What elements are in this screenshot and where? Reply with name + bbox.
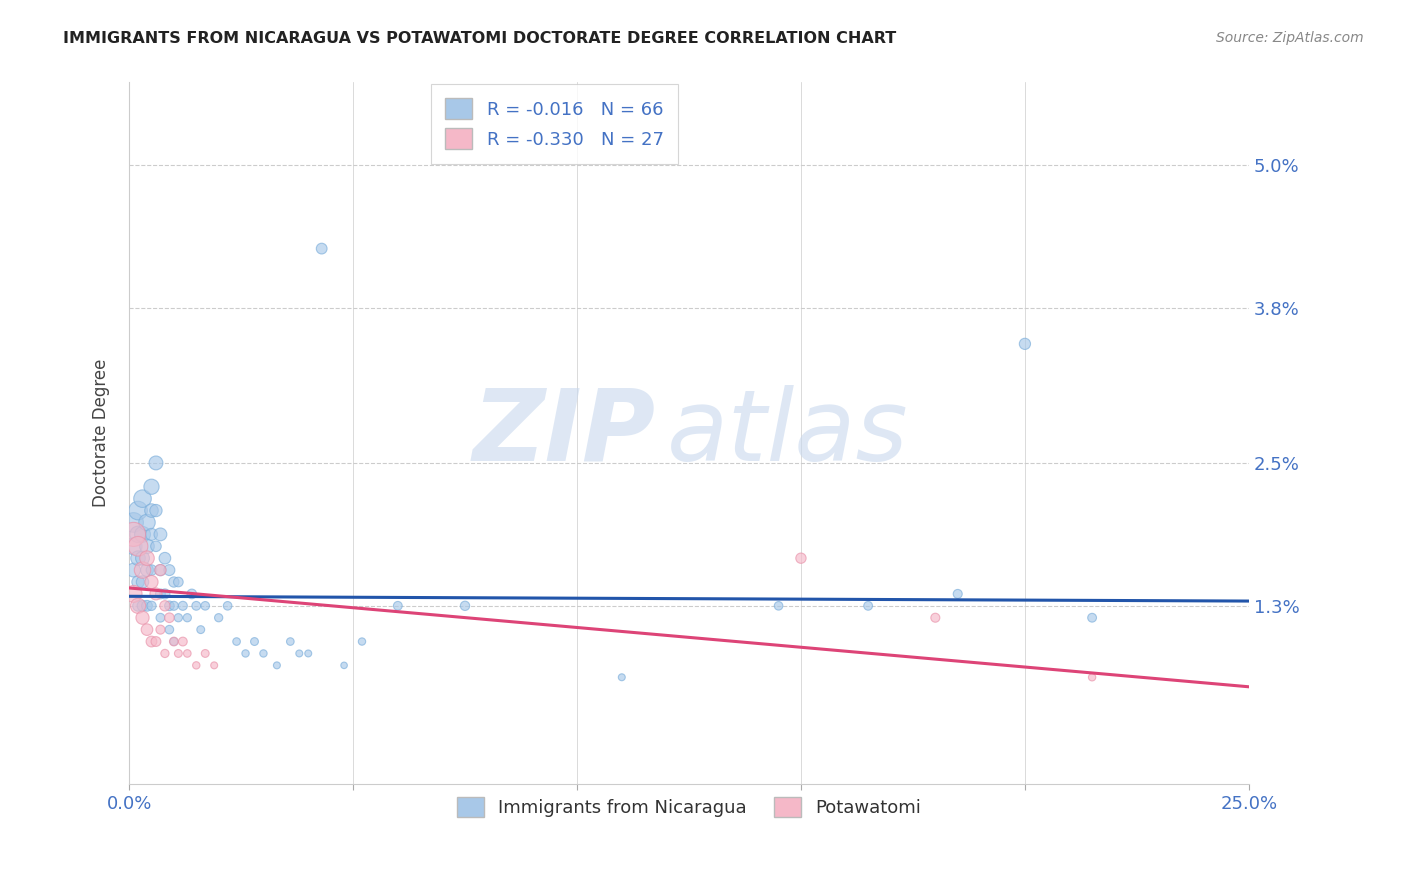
Point	[149, 563, 172, 577]
Point	[252, 647, 274, 661]
Point	[157, 599, 180, 613]
Point	[141, 527, 163, 541]
Point	[350, 634, 373, 648]
Point	[149, 527, 172, 541]
Point	[131, 491, 153, 506]
Point	[131, 611, 153, 625]
Point	[127, 599, 149, 613]
Point	[141, 563, 163, 577]
Point	[145, 503, 167, 517]
Point	[190, 623, 212, 637]
Point	[172, 599, 194, 613]
Point	[194, 647, 217, 661]
Point	[149, 563, 172, 577]
Point	[1081, 670, 1104, 684]
Point	[145, 539, 167, 553]
Point	[163, 634, 186, 648]
Point	[163, 574, 186, 589]
Point	[202, 658, 225, 673]
Point	[131, 527, 153, 541]
Point	[297, 647, 319, 661]
Point	[235, 647, 257, 661]
Point	[266, 658, 288, 673]
Point	[131, 563, 153, 577]
Point	[122, 563, 145, 577]
Point	[454, 599, 477, 613]
Point	[131, 551, 153, 566]
Point	[136, 599, 159, 613]
Point	[1081, 611, 1104, 625]
Point	[176, 647, 198, 661]
Point	[149, 611, 172, 625]
Point	[149, 623, 172, 637]
Point	[145, 456, 167, 470]
Point	[131, 574, 153, 589]
Point	[172, 634, 194, 648]
Point	[122, 587, 145, 601]
Legend: Immigrants from Nicaragua, Potawatomi: Immigrants from Nicaragua, Potawatomi	[450, 789, 928, 824]
Point	[122, 527, 145, 541]
Point	[225, 634, 247, 648]
Point	[127, 574, 149, 589]
Point	[278, 634, 301, 648]
Point	[136, 551, 159, 566]
Point	[194, 599, 217, 613]
Point	[157, 623, 180, 637]
Point	[217, 599, 239, 613]
Point	[924, 611, 946, 625]
Point	[141, 574, 163, 589]
Text: IMMIGRANTS FROM NICARAGUA VS POTAWATOMI DOCTORATE DEGREE CORRELATION CHART: IMMIGRANTS FROM NICARAGUA VS POTAWATOMI …	[63, 31, 897, 46]
Point	[610, 670, 633, 684]
Point	[157, 563, 180, 577]
Point	[145, 634, 167, 648]
Point	[186, 658, 208, 673]
Point	[243, 634, 266, 648]
Point	[946, 587, 969, 601]
Point	[141, 634, 163, 648]
Point	[153, 587, 176, 601]
Point	[127, 599, 149, 613]
Y-axis label: Doctorate Degree: Doctorate Degree	[93, 359, 110, 508]
Point	[145, 587, 167, 601]
Text: atlas: atlas	[666, 384, 908, 482]
Point	[856, 599, 879, 613]
Text: ZIP: ZIP	[472, 384, 655, 482]
Point	[136, 516, 159, 530]
Point	[163, 634, 186, 648]
Point	[136, 623, 159, 637]
Point	[157, 611, 180, 625]
Point	[131, 599, 153, 613]
Point	[176, 611, 198, 625]
Point	[136, 563, 159, 577]
Point	[153, 551, 176, 566]
Point	[768, 599, 790, 613]
Point	[127, 527, 149, 541]
Point	[122, 539, 145, 553]
Point	[141, 503, 163, 517]
Point	[1014, 336, 1036, 351]
Point	[136, 539, 159, 553]
Point	[208, 611, 231, 625]
Point	[387, 599, 409, 613]
Point	[127, 503, 149, 517]
Point	[167, 647, 190, 661]
Point	[333, 658, 356, 673]
Point	[149, 587, 172, 601]
Point	[141, 480, 163, 494]
Text: Source: ZipAtlas.com: Source: ZipAtlas.com	[1216, 31, 1364, 45]
Point	[122, 516, 145, 530]
Point	[288, 647, 311, 661]
Point	[141, 599, 163, 613]
Point	[127, 539, 149, 553]
Point	[163, 599, 186, 613]
Point	[186, 599, 208, 613]
Point	[167, 611, 190, 625]
Point	[790, 551, 813, 566]
Point	[127, 551, 149, 566]
Point	[167, 574, 190, 589]
Point	[153, 599, 176, 613]
Point	[311, 242, 333, 256]
Point	[153, 647, 176, 661]
Point	[180, 587, 202, 601]
